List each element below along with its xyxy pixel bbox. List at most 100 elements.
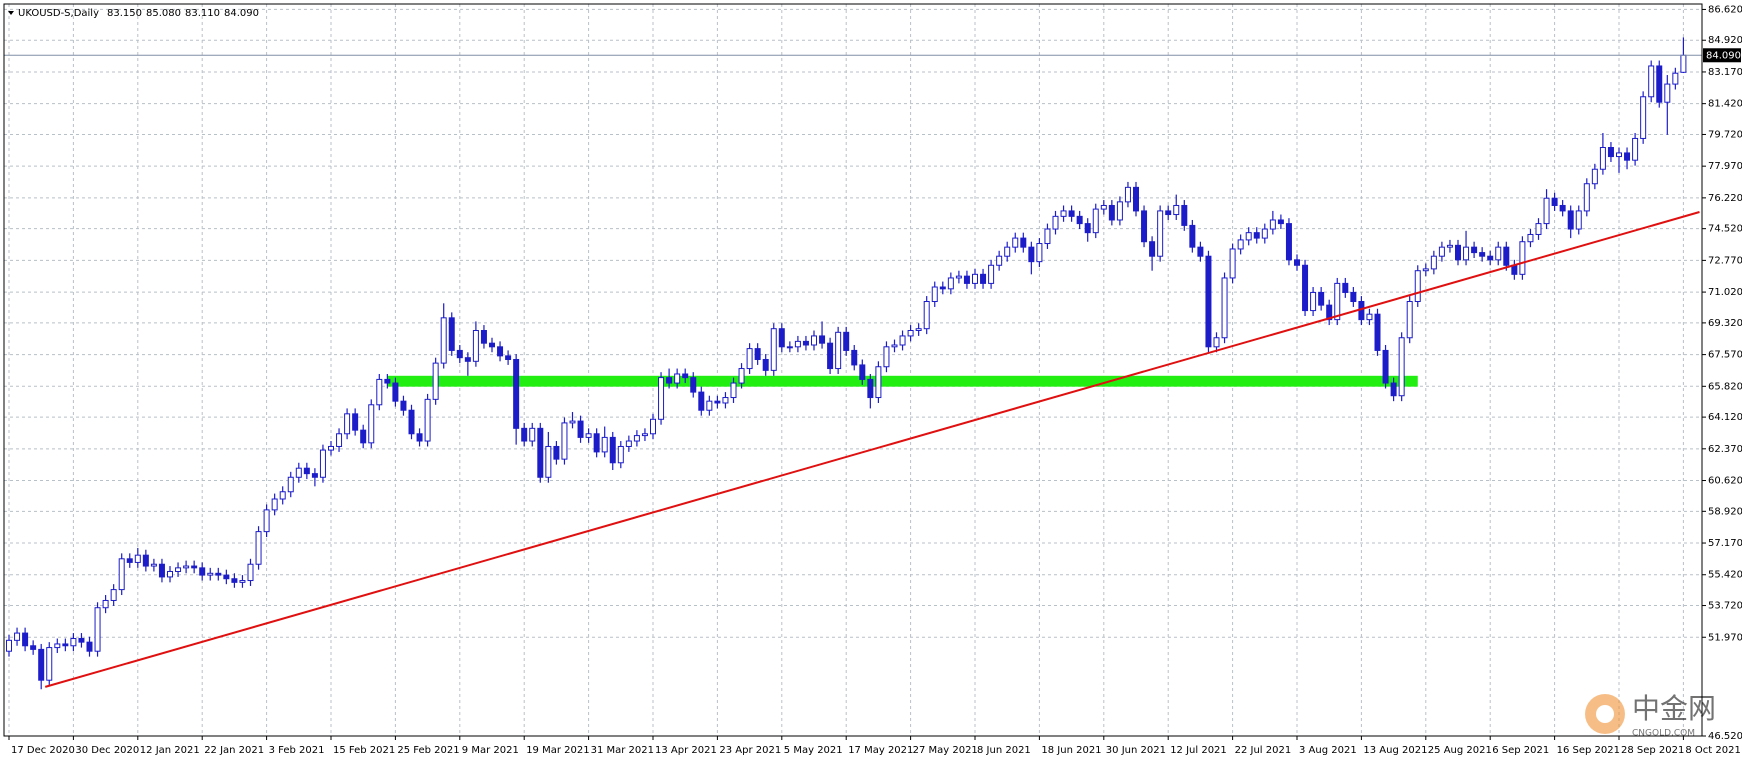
candle-body — [150, 563, 157, 567]
x-tick-label: 12 Jan 2021 — [140, 745, 200, 756]
candle-body — [553, 445, 560, 460]
candle-body — [859, 364, 866, 380]
x-tick-label: 8 Jun 2021 — [977, 745, 1031, 756]
high-label: 85.080 — [146, 8, 181, 19]
candle-body — [569, 420, 576, 424]
candle-body — [38, 648, 45, 681]
candle-body — [698, 391, 705, 411]
candle-body — [22, 632, 29, 647]
candle-body — [70, 638, 77, 647]
candle-body — [802, 340, 809, 346]
y-tick-label: 55.420 — [1708, 570, 1742, 581]
candle-body — [666, 377, 673, 384]
grid — [4, 4, 1702, 736]
x-tick-label: 9 Mar 2021 — [462, 745, 519, 756]
candle-body — [134, 554, 141, 563]
x-tick-label: 15 Feb 2021 — [333, 745, 395, 756]
candle-body — [1028, 246, 1035, 263]
candle-body — [1446, 244, 1453, 248]
candle-body — [1414, 270, 1421, 303]
candle-body — [14, 632, 21, 641]
candle-body — [175, 567, 182, 572]
candle-body — [199, 567, 206, 576]
y-tick-label: 81.420 — [1708, 99, 1742, 110]
candle-body — [1664, 83, 1671, 103]
candle-body — [1543, 197, 1550, 225]
candle-body — [1149, 241, 1156, 257]
x-tick-label: 23 Apr 2021 — [719, 745, 781, 756]
candle-body — [1100, 204, 1107, 210]
candle-body — [786, 346, 793, 349]
candle-body — [1551, 197, 1558, 206]
y-tick-label: 62.370 — [1708, 444, 1742, 455]
candle-body — [674, 373, 681, 384]
x-tick-label: 22 Jul 2021 — [1235, 745, 1292, 756]
candle-body — [1205, 255, 1212, 348]
x-tick-label: 31 Mar 2021 — [591, 745, 654, 756]
candle-body — [464, 357, 471, 362]
candle-body — [1060, 210, 1067, 217]
candle-body — [110, 589, 117, 601]
x-tick-label: 17 May 2021 — [848, 745, 913, 756]
candle-body — [1068, 210, 1075, 217]
y-tick-label: 67.570 — [1708, 350, 1742, 361]
candle-body — [794, 340, 801, 348]
candle-body — [1430, 255, 1437, 270]
symbol: UKOUSD-S,Daily — [18, 8, 99, 19]
y-tick-label: 74.520 — [1708, 224, 1742, 235]
candle-body — [1624, 152, 1631, 161]
candle-body — [1672, 72, 1679, 85]
y-tick-label: 72.770 — [1708, 255, 1742, 266]
y-tick-label: 53.720 — [1708, 601, 1742, 612]
candle-body — [1640, 96, 1647, 139]
candle-body — [432, 362, 439, 400]
candle-body — [1455, 244, 1461, 261]
candle-body — [1519, 241, 1526, 275]
candle-body — [601, 436, 608, 453]
candle-body — [86, 641, 93, 652]
candle-body — [585, 433, 592, 438]
x-tick-label: 17 Dec 2020 — [11, 745, 75, 756]
candle-body — [521, 427, 528, 442]
candle-body — [255, 531, 262, 565]
x-tick-label: 16 Sep 2021 — [1557, 745, 1620, 756]
candle-body — [505, 355, 512, 360]
candle-body — [328, 445, 334, 451]
candle-body — [1632, 137, 1639, 161]
candle-body — [955, 275, 962, 279]
candle-body — [819, 335, 826, 344]
candle-body — [1052, 215, 1059, 230]
candle-body — [1076, 215, 1083, 225]
candle-body — [545, 445, 552, 478]
candle-body — [1213, 337, 1220, 348]
candle-body — [1495, 246, 1502, 261]
candle-body — [440, 317, 447, 364]
candle-body — [416, 433, 423, 442]
candle-body — [996, 255, 1003, 266]
candle-body — [1181, 204, 1188, 226]
candle-body — [963, 275, 970, 284]
candle-body — [1157, 210, 1164, 257]
candle-body — [1141, 210, 1148, 243]
candle-body — [1487, 255, 1494, 261]
candle-body — [1503, 246, 1510, 266]
candle-body — [480, 330, 487, 344]
candle-body — [1294, 259, 1300, 266]
y-tick-label: 60.620 — [1708, 476, 1742, 487]
candle-body — [1253, 232, 1260, 239]
candle-body — [263, 509, 270, 533]
candle-body — [1302, 264, 1309, 312]
candle-body — [231, 578, 238, 583]
candle-body — [714, 400, 721, 404]
candle-body — [1261, 228, 1268, 239]
candle-body — [1616, 152, 1622, 158]
candle-body — [641, 433, 648, 437]
candle-body — [142, 554, 149, 567]
candle-body — [1092, 208, 1099, 234]
x-tick-label: 25 Aug 2021 — [1428, 745, 1492, 756]
current-price-box — [1703, 48, 1741, 63]
y-tick-label: 57.170 — [1708, 538, 1742, 549]
x-tick-label: 19 Mar 2021 — [526, 745, 589, 756]
